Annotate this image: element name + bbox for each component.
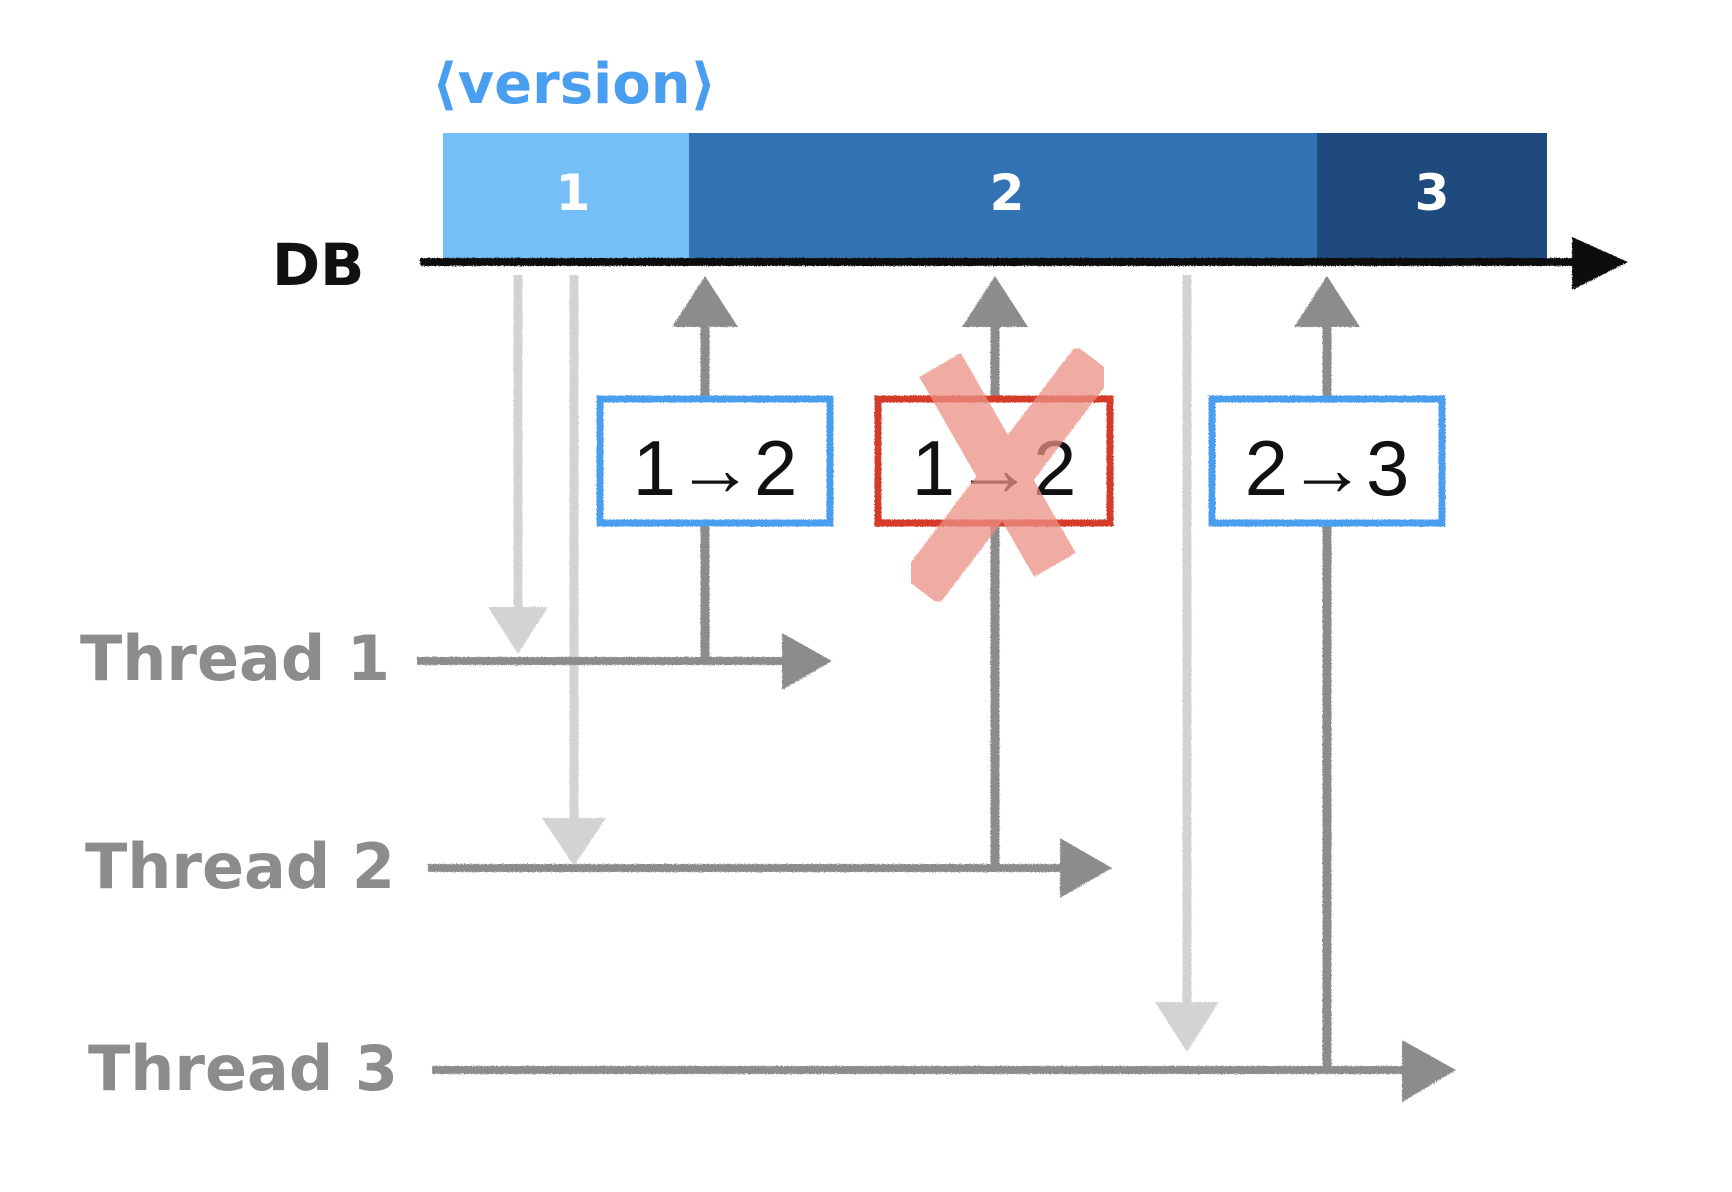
update-box-thread-1: 1→2 xyxy=(596,395,834,527)
version-segment-1 xyxy=(443,133,689,259)
version-title: ⟨version⟩ xyxy=(432,52,716,117)
version-label-3: 3 xyxy=(1415,164,1450,222)
update-box-thread-3: 2→3 xyxy=(1208,395,1446,527)
thread-2-label: Thread 2 xyxy=(85,830,395,903)
write-arrows xyxy=(672,276,1360,1070)
version-label-2: 2 xyxy=(990,164,1025,222)
update-label-thread-3: 2→3 xyxy=(1245,424,1410,512)
thread-timelines xyxy=(417,633,1456,1102)
thread-1-label: Thread 1 xyxy=(80,622,390,695)
version-segment-3 xyxy=(1317,133,1547,259)
version-bar: 1 2 3 xyxy=(443,133,1547,259)
db-axis xyxy=(420,237,1628,290)
update-label-thread-1: 1→2 xyxy=(633,424,798,512)
db-label: DB xyxy=(272,231,364,299)
version-segment-2 xyxy=(689,133,1317,259)
db-axis-arrowhead xyxy=(1572,237,1628,290)
thread-3-label: Thread 3 xyxy=(88,1032,398,1105)
read-arrows xyxy=(488,275,1219,1052)
version-label-1: 1 xyxy=(556,164,591,222)
fail-cross-icon xyxy=(900,345,1115,605)
